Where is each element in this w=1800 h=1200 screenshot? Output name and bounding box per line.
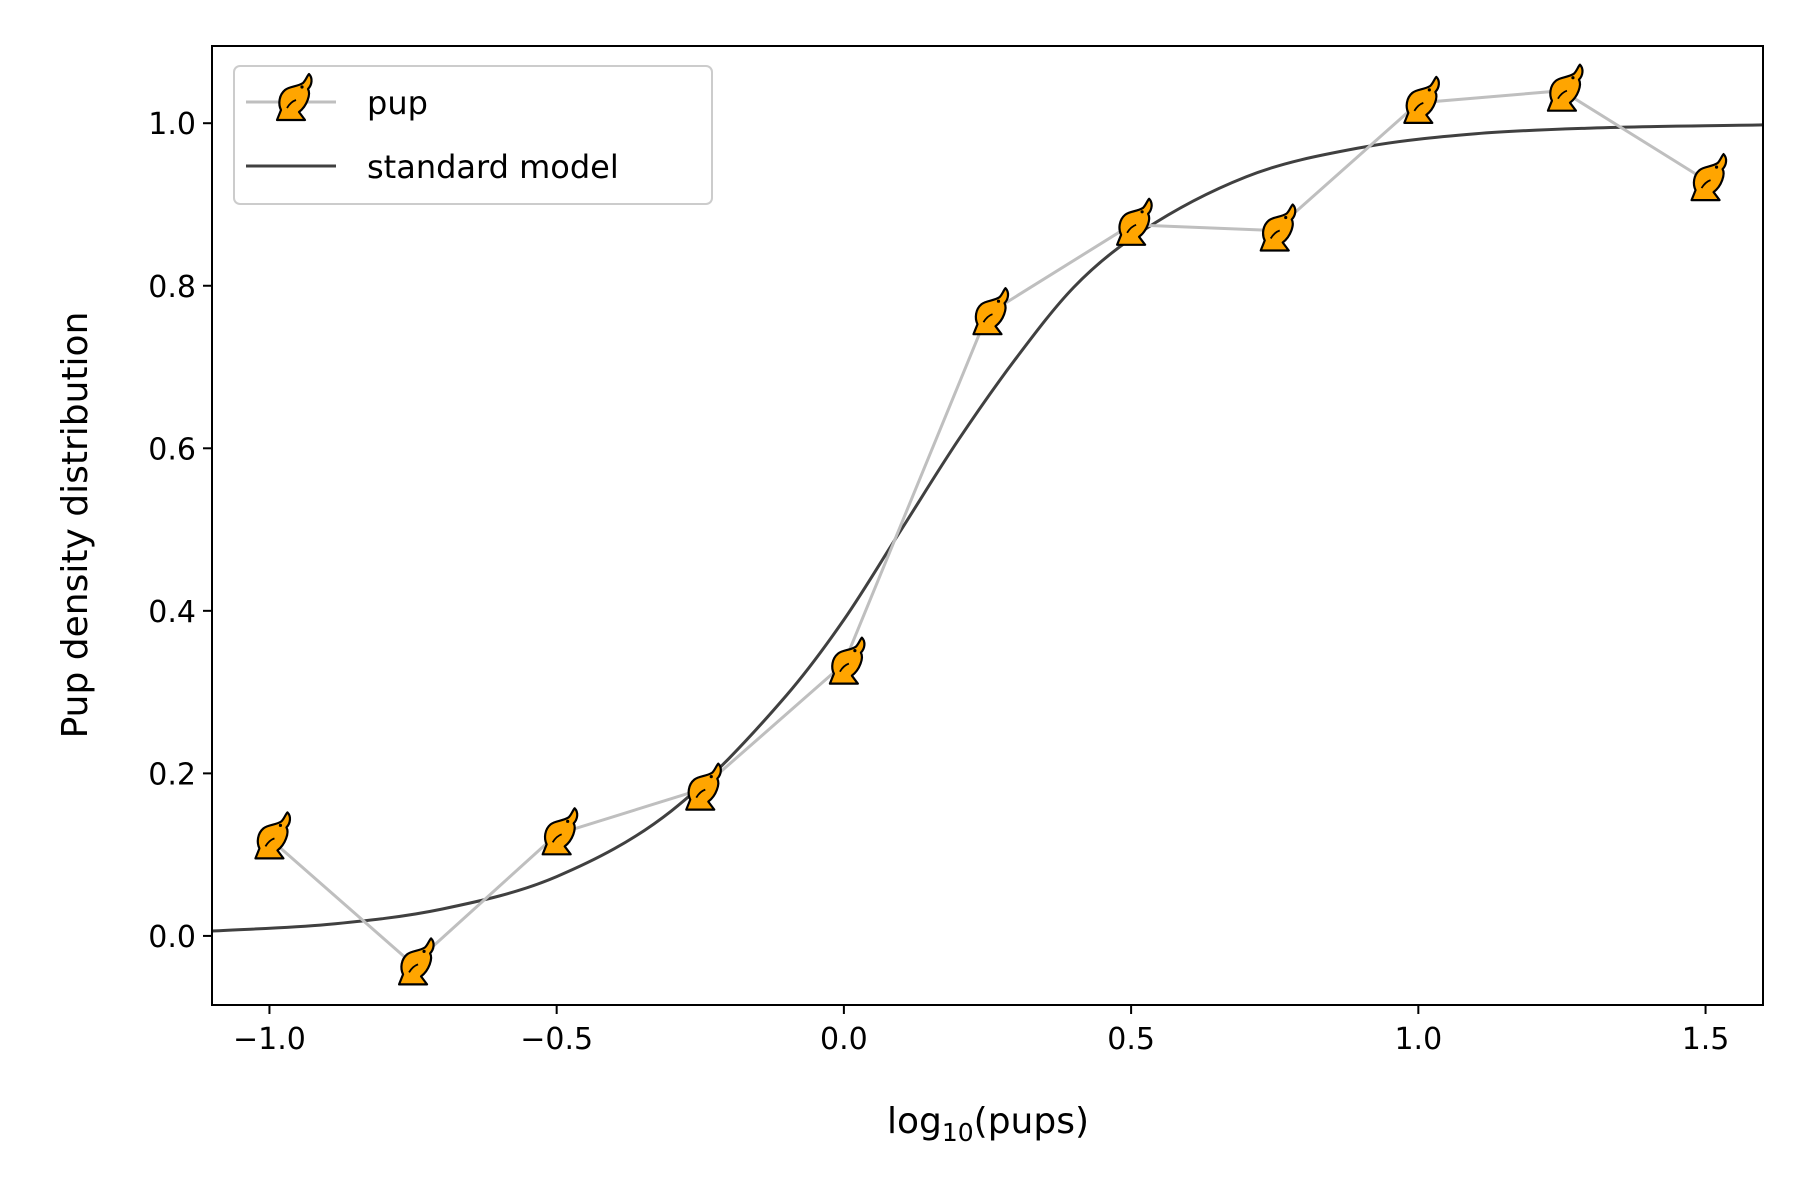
pup-body <box>254 811 292 860</box>
y-tick-label: 0.0 <box>148 920 196 955</box>
pup-data-point <box>541 807 579 856</box>
y-axis-label: Pup density distribution <box>55 312 96 739</box>
pup-data-point <box>1690 152 1728 202</box>
x-tick-label: 0.5 <box>1107 1022 1155 1057</box>
pup-body <box>1690 152 1728 202</box>
pup-detail <box>1269 229 1281 239</box>
legend: pup standard model <box>233 65 713 205</box>
pup-detail <box>982 313 993 323</box>
pup-detail <box>286 99 297 109</box>
pup-body <box>541 807 579 856</box>
pup-eye <box>566 819 570 823</box>
pup-body <box>275 72 313 122</box>
x-tick-label: 0.0 <box>820 1022 868 1057</box>
pup-detail <box>1700 179 1711 189</box>
pup-data-point <box>1546 63 1584 112</box>
pup-eye <box>1714 165 1719 169</box>
x-axis-label: log10(pups) <box>887 1101 1089 1147</box>
y-tick-label: 0.4 <box>148 595 196 630</box>
pup-eye <box>1140 210 1144 214</box>
legend-pup-label: pup <box>367 84 428 122</box>
pup-data-point <box>397 937 435 986</box>
pup-body <box>1403 75 1440 124</box>
legend-box <box>233 65 713 205</box>
pup-detail <box>1557 89 1568 100</box>
pup-body <box>1116 197 1153 246</box>
pup-body <box>685 762 722 811</box>
pup-data-point <box>1403 75 1440 124</box>
pup-body <box>1546 63 1584 112</box>
pup-detail <box>551 833 562 843</box>
pup-eye <box>1571 76 1575 80</box>
pup-eye <box>300 85 304 89</box>
pup-body <box>828 636 866 685</box>
pup-body <box>972 287 1010 336</box>
pup-detail <box>408 963 419 973</box>
pup-data-point <box>828 636 866 685</box>
pup-data-point <box>972 287 1010 336</box>
pup-eye <box>1284 215 1288 220</box>
pup-body <box>1259 203 1297 252</box>
x-axis: −1.0 −0.5 0.0 0.5 1.0 1.5 <box>233 1005 1729 1057</box>
x-tick-label: −1.0 <box>233 1022 306 1057</box>
pup-eye <box>278 823 283 827</box>
pup-detail <box>695 788 706 799</box>
pup-data-point <box>685 762 722 811</box>
pup-detail <box>264 837 275 847</box>
pup-eye <box>709 775 713 779</box>
pup-data-point <box>1259 203 1297 252</box>
legend-pup-icon <box>275 72 313 122</box>
standard-model-line <box>211 123 1764 933</box>
pup-data-point <box>1116 197 1153 246</box>
pup-eye <box>853 649 857 653</box>
y-tick-label: 0.2 <box>148 757 196 792</box>
pup-data-point <box>254 811 292 860</box>
pup-body <box>397 937 435 986</box>
pup-eye <box>1427 88 1431 92</box>
y-axis: 0.0 0.2 0.4 0.6 0.8 1.0 <box>148 107 212 955</box>
x-tick-label: 1.0 <box>1394 1022 1442 1057</box>
y-tick-label: 1.0 <box>148 107 196 142</box>
plot-area <box>211 63 1764 986</box>
pup-marker-glyph <box>275 72 313 122</box>
pup-detail <box>839 662 850 673</box>
x-tick-label: −0.5 <box>520 1022 593 1057</box>
x-tick-label: 1.5 <box>1682 1022 1730 1057</box>
plot-frame <box>211 45 1764 1006</box>
pup-detail <box>1413 102 1424 112</box>
pup-eye <box>996 299 1001 303</box>
pup-detail <box>1126 223 1137 234</box>
pup-eye <box>422 949 426 953</box>
legend-model-label: standard model <box>367 148 619 186</box>
y-tick-label: 0.8 <box>148 270 196 305</box>
y-tick-label: 0.6 <box>148 432 196 467</box>
